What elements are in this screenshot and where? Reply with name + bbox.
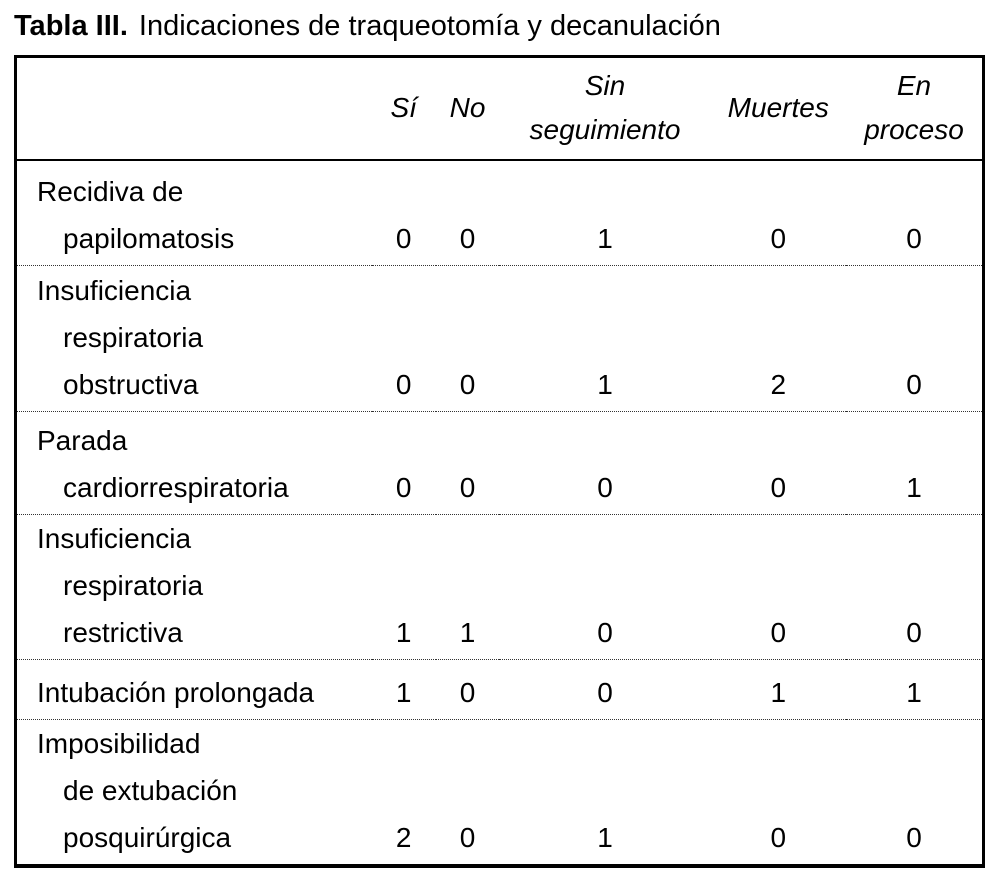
table-row-recidiva-papilomatosis: Recidiva de papilomatosis 0 0 1 0 0 — [15, 160, 984, 266]
table-row-parada-cardiorrespiratoria: Parada cardiorrespiratoria 0 0 0 0 1 — [15, 412, 984, 515]
table-row-intubacion-prolongada: Intubación prolongada 1 0 0 1 1 — [15, 660, 984, 720]
table-title: Tabla III. Indicaciones de traqueotomía y… — [14, 6, 721, 46]
cell-value: 0 — [395, 472, 412, 503]
cell-value: 0 — [906, 223, 922, 254]
cell-value: 0 — [770, 822, 787, 853]
cell-value: 0 — [597, 617, 613, 648]
row-label: Imposibilidad de extubación posquirúrgic… — [16, 720, 372, 867]
label-line: Parada — [37, 425, 128, 456]
label-line: de extubación — [63, 775, 238, 806]
cell-value: 1 — [906, 677, 922, 708]
label-line: Intubación prolongada — [37, 677, 315, 708]
cell-value: 0 — [906, 369, 922, 400]
data-table: Sí No Sin seguimiento Muertes En proceso — [14, 55, 985, 868]
header-row: Sí No Sin seguimiento Muertes En proceso — [15, 56, 984, 161]
header-empty — [15, 56, 372, 161]
cell-value: 2 — [770, 369, 787, 400]
cell-value: 1 — [395, 617, 412, 648]
row-label: Parada cardiorrespiratoria — [16, 412, 372, 515]
table-row-insuficiencia-obstructiva: Insuficiencia respiratoria obstructiva 0… — [15, 266, 984, 412]
label-line: restrictiva — [63, 617, 183, 648]
header-no: No — [435, 56, 500, 161]
row-label: Insuficiencia respiratoria obstructiva — [16, 266, 372, 412]
label-line: respiratoria — [63, 322, 204, 353]
cell-value: 2 — [395, 822, 412, 853]
table-title-number: Tabla III. — [14, 10, 128, 42]
header-line: Muertes — [727, 92, 829, 124]
header-line: Sí — [390, 92, 417, 124]
label-line: papilomatosis — [63, 223, 235, 254]
cell-value: 1 — [906, 472, 922, 503]
cell-value: 1 — [459, 617, 476, 648]
table-title-text: Indicaciones de traqueotomía y decanulac… — [138, 10, 721, 42]
header-line: Sin — [584, 70, 626, 102]
header-si: Sí — [371, 56, 436, 161]
table-row-insuficiencia-restrictiva: Insuficiencia respiratoria restrictiva 1… — [15, 515, 984, 660]
label-line: respiratoria — [63, 570, 204, 601]
label-line: cardiorrespiratoria — [63, 472, 289, 503]
cell-value: 0 — [906, 822, 922, 853]
label-line: Insuficiencia — [37, 523, 192, 554]
label-line: posquirúrgica — [63, 822, 232, 853]
cell-value: 1 — [597, 223, 613, 254]
label-line: Insuficiencia — [37, 275, 192, 306]
cell-value: 0 — [770, 223, 787, 254]
label-line: Recidiva de — [37, 176, 184, 207]
header-muertes: Muertes — [710, 56, 847, 161]
cell-value: 0 — [395, 369, 412, 400]
cell-value: 0 — [459, 677, 476, 708]
label-line: obstructiva — [63, 369, 199, 400]
cell-value: 0 — [597, 472, 613, 503]
label-line: Imposibilidad — [37, 728, 201, 759]
row-label: Recidiva de papilomatosis — [16, 160, 372, 266]
row-label: Insuficiencia respiratoria restrictiva — [16, 515, 372, 660]
header-line: En — [896, 70, 932, 102]
cell-value: 0 — [906, 617, 922, 648]
cell-value: 0 — [459, 472, 476, 503]
cell-value: 1 — [597, 369, 613, 400]
header-line: proceso — [864, 114, 964, 146]
header-en-proceso: En proceso — [846, 56, 984, 161]
header-sin-seguimiento: Sin seguimiento — [499, 56, 711, 161]
header-line: No — [449, 92, 486, 124]
cell-value: 1 — [770, 677, 787, 708]
cell-value: 0 — [459, 822, 476, 853]
cell-value: 1 — [597, 822, 613, 853]
cell-value: 0 — [459, 369, 476, 400]
cell-value: 0 — [770, 472, 787, 503]
cell-value: 0 — [395, 223, 412, 254]
cell-value: 0 — [459, 223, 476, 254]
cell-value: 0 — [597, 677, 613, 708]
table-row-imposibilidad-extubacion: Imposibilidad de extubación posquirúrgic… — [16, 720, 984, 867]
row-label: Intubación prolongada — [16, 660, 372, 720]
header-line: seguimiento — [529, 114, 681, 146]
cell-value: 0 — [770, 617, 787, 648]
cell-value: 1 — [395, 677, 412, 708]
